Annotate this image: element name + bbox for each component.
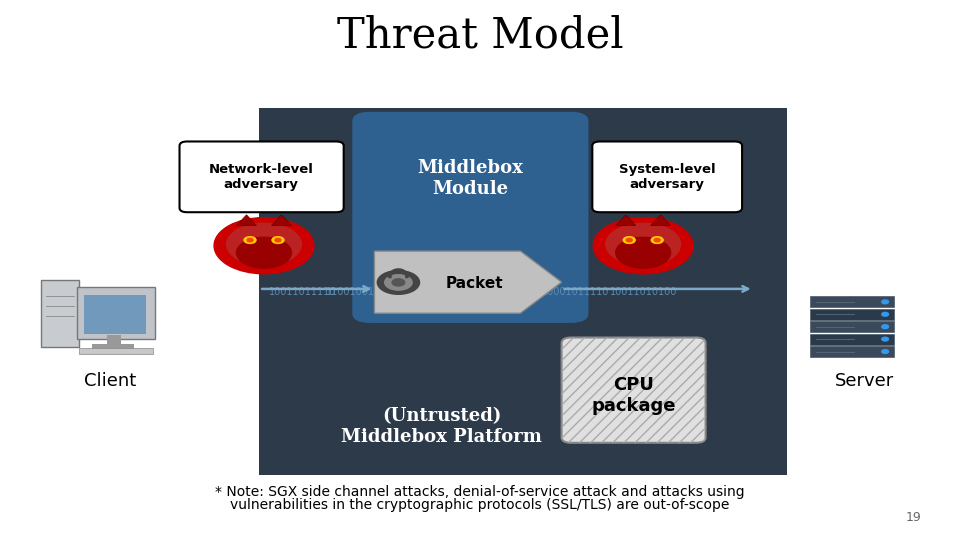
Text: Packet: Packet xyxy=(445,276,503,291)
Circle shape xyxy=(227,223,301,265)
Polygon shape xyxy=(236,215,256,226)
Text: 10011011110: 10011011110 xyxy=(269,287,336,296)
Circle shape xyxy=(377,271,420,294)
Circle shape xyxy=(236,237,292,268)
Text: System-level
adversary: System-level adversary xyxy=(619,163,715,191)
FancyBboxPatch shape xyxy=(41,280,79,347)
FancyBboxPatch shape xyxy=(92,344,134,349)
Text: Middlebox
Module: Middlebox Module xyxy=(418,159,523,198)
Polygon shape xyxy=(374,251,562,313)
Circle shape xyxy=(606,223,681,265)
Text: 11001001100: 11001001100 xyxy=(326,287,394,296)
FancyBboxPatch shape xyxy=(180,141,344,212)
FancyBboxPatch shape xyxy=(352,112,588,323)
Circle shape xyxy=(272,237,284,244)
Circle shape xyxy=(626,238,633,242)
Text: Client: Client xyxy=(84,372,136,390)
Text: 10001011110: 10001011110 xyxy=(542,287,610,296)
Text: vulnerabilities in the cryptographic protocols (SSL/TLS) are out-of-scope: vulnerabilities in the cryptographic pro… xyxy=(230,498,730,512)
Text: (Untrusted): (Untrusted) xyxy=(382,407,501,425)
Polygon shape xyxy=(272,215,292,226)
Circle shape xyxy=(392,279,405,286)
Circle shape xyxy=(247,238,253,242)
Text: Network-level
adversary: Network-level adversary xyxy=(208,163,314,191)
Circle shape xyxy=(615,237,671,268)
Circle shape xyxy=(654,238,660,242)
Text: Middlebox Platform: Middlebox Platform xyxy=(341,428,542,447)
Text: 19: 19 xyxy=(906,511,922,524)
Circle shape xyxy=(881,350,888,353)
Polygon shape xyxy=(615,215,636,226)
Circle shape xyxy=(881,337,888,341)
FancyBboxPatch shape xyxy=(562,338,706,443)
Text: Server: Server xyxy=(834,372,894,390)
FancyBboxPatch shape xyxy=(810,334,894,345)
Circle shape xyxy=(214,218,314,274)
Polygon shape xyxy=(651,215,671,226)
Circle shape xyxy=(881,312,888,316)
Text: Threat Model: Threat Model xyxy=(337,14,623,56)
Circle shape xyxy=(881,300,888,303)
FancyBboxPatch shape xyxy=(259,108,787,475)
FancyBboxPatch shape xyxy=(107,335,121,347)
Text: 10011010100: 10011010100 xyxy=(610,287,677,296)
Circle shape xyxy=(593,218,693,274)
FancyBboxPatch shape xyxy=(810,346,894,357)
Circle shape xyxy=(881,325,888,328)
FancyBboxPatch shape xyxy=(77,287,155,339)
FancyBboxPatch shape xyxy=(592,141,742,212)
Text: CPU
package: CPU package xyxy=(591,376,676,415)
Circle shape xyxy=(623,237,636,244)
FancyBboxPatch shape xyxy=(810,309,894,320)
FancyBboxPatch shape xyxy=(84,295,146,334)
FancyBboxPatch shape xyxy=(79,348,153,354)
Circle shape xyxy=(385,275,412,290)
Circle shape xyxy=(244,237,256,244)
Circle shape xyxy=(651,237,663,244)
FancyBboxPatch shape xyxy=(810,296,894,307)
Text: * Note: SGX side channel attacks, denial-of-service attack and attacks using: * Note: SGX side channel attacks, denial… xyxy=(215,485,745,500)
Circle shape xyxy=(275,238,281,242)
FancyBboxPatch shape xyxy=(810,321,894,332)
